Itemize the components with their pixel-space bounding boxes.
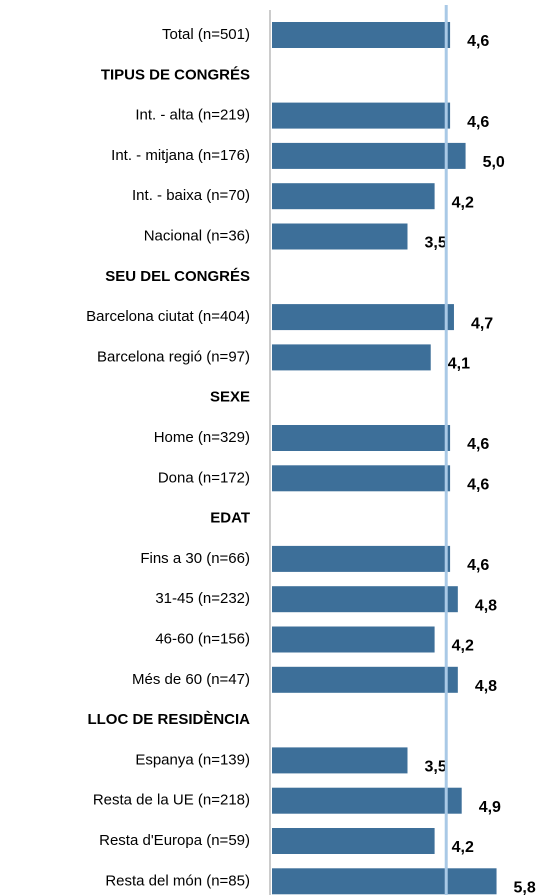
bar: [272, 304, 454, 331]
value-label: 4,2: [452, 638, 474, 655]
value-label: 4,6: [467, 436, 489, 453]
value-label: 5,8: [514, 880, 536, 895]
value-label: 5,0: [483, 154, 505, 171]
category-label: Resta d'Europa (n=59): [99, 832, 250, 849]
bar: [272, 828, 435, 854]
category-label: Resta de la UE (n=218): [93, 792, 250, 809]
value-label: 4,6: [467, 477, 489, 494]
category-label: 31-45 (n=232): [155, 590, 250, 607]
category-label: Més de 60 (n=47): [132, 671, 250, 688]
bar: [272, 465, 451, 492]
value-label: 3,5: [425, 759, 447, 776]
category-label: Espanya (n=139): [135, 751, 250, 768]
value-label: 4,6: [467, 114, 489, 131]
category-label: Dona (n=172): [158, 469, 250, 486]
bar: [272, 102, 451, 129]
bar: [272, 183, 435, 210]
value-label: 4,6: [467, 557, 489, 574]
bar: [272, 868, 497, 895]
category-label: Total (n=501): [162, 26, 250, 43]
group-header: TIPUS DE CONGRÉS: [101, 66, 250, 83]
value-label: 4,1: [448, 356, 470, 373]
bar: [272, 22, 451, 48]
category-label: 46-60 (n=156): [155, 630, 250, 647]
category-label: Resta del món (n=85): [105, 872, 250, 889]
bar: [272, 425, 451, 451]
group-header: SEU DEL CONGRÉS: [105, 268, 250, 285]
bar: [272, 142, 466, 169]
value-label: 4,8: [475, 678, 497, 695]
category-label: Int. - mitjana (n=176): [111, 147, 250, 164]
value-label: 3,5: [425, 235, 447, 252]
bar: [272, 223, 408, 250]
bar: [272, 747, 408, 774]
category-label: Barcelona regió (n=97): [97, 348, 250, 365]
value-label: 4,2: [452, 194, 474, 211]
value-label: 4,8: [475, 597, 497, 614]
category-label: Int. - alta (n=219): [135, 107, 250, 124]
group-header: EDAT: [210, 510, 250, 527]
value-label: 4,9: [479, 799, 501, 816]
bar: [272, 545, 451, 572]
category-label: Int. - baixa (n=70): [132, 187, 250, 204]
bar: [272, 586, 458, 613]
category-label: Fins a 30 (n=66): [140, 550, 250, 567]
bar: [272, 344, 431, 371]
value-label: 4,7: [471, 315, 493, 332]
group-header: LLOC DE RESIDÈNCIA: [87, 711, 250, 728]
group-header: SEXE: [210, 389, 250, 406]
category-label: Nacional (n=36): [144, 227, 250, 244]
bar: [272, 666, 458, 693]
category-label: Barcelona ciutat (n=404): [86, 308, 250, 325]
value-label: 4,2: [452, 839, 474, 856]
category-label: Home (n=329): [154, 429, 250, 446]
value-label: 4,6: [467, 33, 489, 50]
bar: [272, 787, 462, 814]
bar: [272, 626, 435, 653]
